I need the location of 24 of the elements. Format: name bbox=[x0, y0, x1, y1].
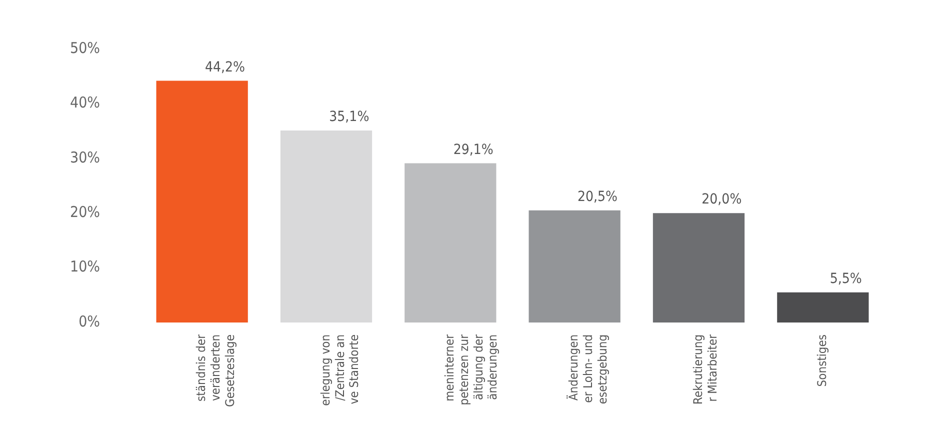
bar bbox=[280, 130, 372, 322]
y-tick-label: 10% bbox=[70, 258, 100, 276]
y-tick-label: 20% bbox=[70, 202, 100, 221]
x-tick-label: Sonstiges bbox=[815, 334, 830, 387]
data-label: 44,2% bbox=[204, 59, 246, 76]
y-tick-label: 40% bbox=[70, 94, 100, 112]
x-tick-label: Rekrutierung r Mitarbeiter bbox=[690, 334, 720, 404]
x-tick-label: erlegung von /Zentrale an ve Standorte bbox=[318, 334, 362, 406]
x-tick-label: ständnis der veränderten Gesetzeslage bbox=[194, 334, 237, 407]
y-tick-label: 50% bbox=[70, 38, 100, 57]
bar bbox=[156, 80, 248, 322]
data-label: 20,5% bbox=[577, 188, 618, 205]
data-label: 20,0% bbox=[702, 192, 742, 208]
data-label: 5,5% bbox=[830, 271, 862, 287]
bar bbox=[652, 213, 745, 322]
bar bbox=[528, 210, 620, 322]
bar bbox=[404, 163, 496, 322]
data-label: 35,1% bbox=[329, 109, 370, 126]
x-tick-label: Änderungen er Lohn- und esetzgebung bbox=[566, 334, 610, 404]
x-tick-label: meninterner petenzen zur ältigung der änderungen bbox=[442, 334, 500, 406]
y-tick-label: 0% bbox=[78, 312, 100, 330]
data-label: 29,1% bbox=[453, 142, 494, 158]
y-tick-label: 30% bbox=[70, 148, 100, 166]
bar bbox=[777, 292, 869, 322]
